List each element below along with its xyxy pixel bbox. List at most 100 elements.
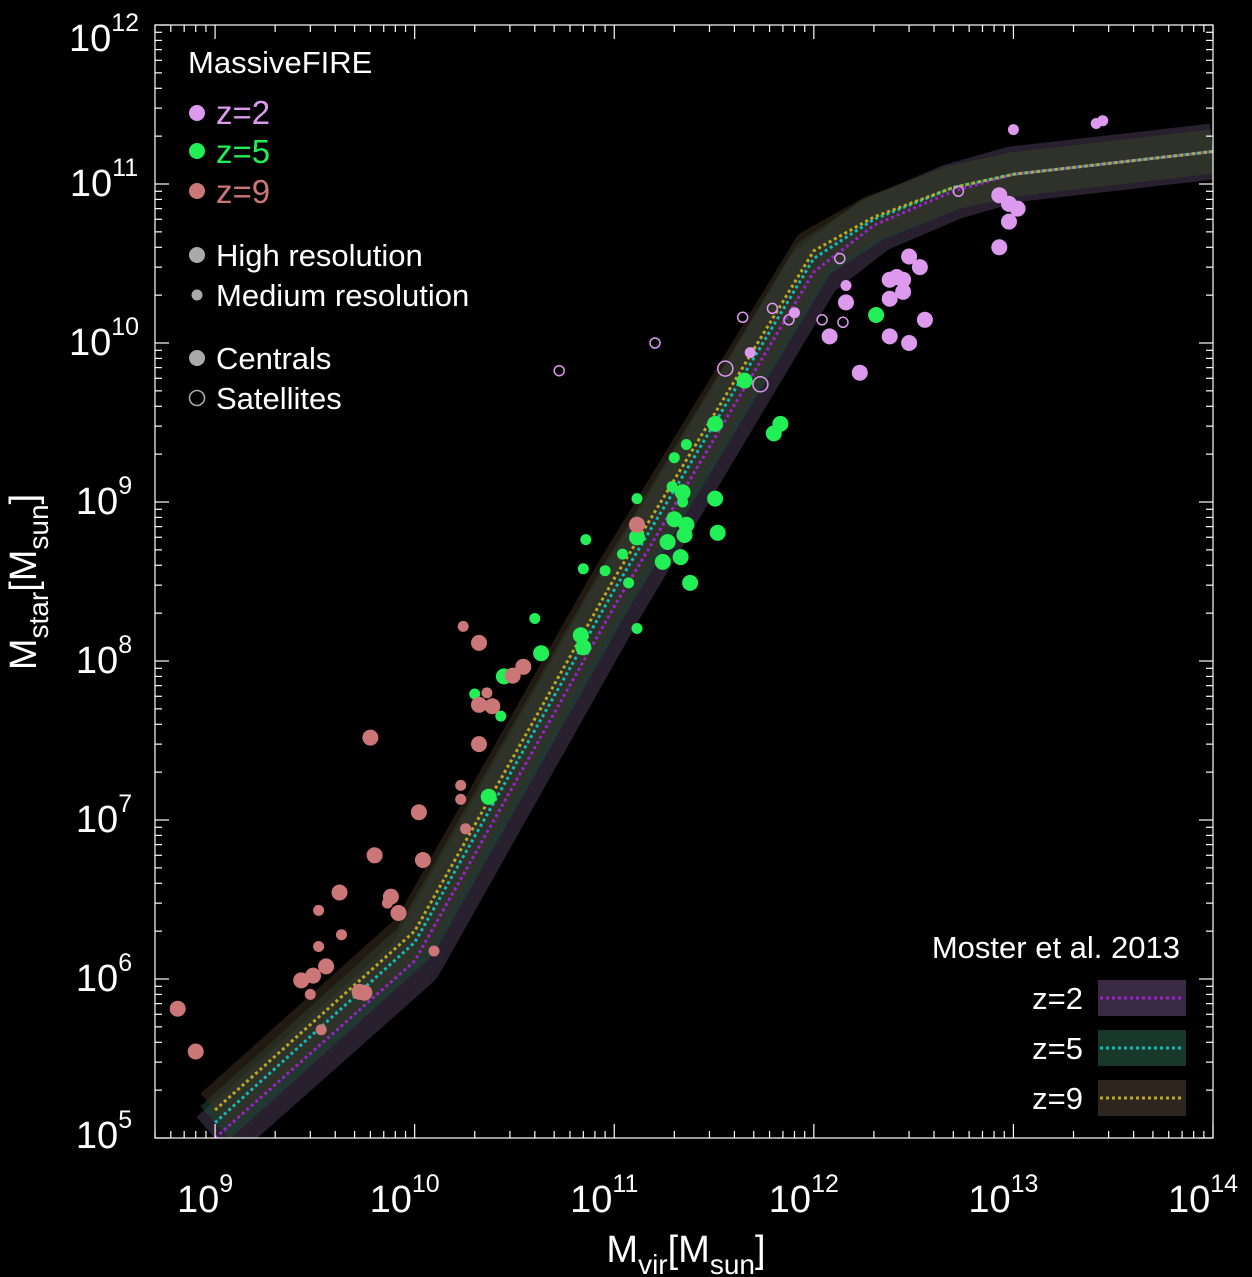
data-point-z9 (381, 897, 393, 909)
legend-z5-marker (189, 143, 205, 159)
relation-line-z5 (214, 150, 1213, 1124)
x-tick-label-exp: 12 (811, 1170, 839, 1198)
data-point-z5 (765, 425, 782, 442)
data-point-z2 (901, 248, 918, 265)
y-tick-label-exp: 7 (118, 790, 132, 818)
legend-moster: Moster et al. 2013 z=2 z=5 z=9 (932, 930, 1186, 1116)
data-point-z5 (668, 452, 680, 464)
data-point-z9 (484, 698, 501, 715)
y-tick-label-base: 10 (76, 640, 118, 682)
data-point-z5 (659, 534, 676, 550)
data-point-z5 (707, 490, 724, 507)
x-axis-label-sub2: sun (710, 1249, 755, 1277)
legend-satellites-marker (188, 389, 206, 407)
x-tick-label-exp: 11 (612, 1170, 638, 1198)
x-tick-label-exp: 13 (1011, 1170, 1039, 1198)
data-point-z2 (834, 252, 846, 265)
y-tick-label-exp: 10 (111, 313, 139, 341)
data-point-z2 (881, 290, 898, 307)
x-tick-label-exp: 14 (1210, 1170, 1238, 1198)
data-point-z2 (895, 283, 912, 300)
data-point-z9 (471, 634, 487, 651)
data-point-z9 (471, 696, 487, 713)
y-tick-label: 1010 (69, 313, 139, 364)
y-tick-label-exp: 6 (118, 949, 132, 977)
data-point-z5 (682, 574, 699, 591)
y-tick-label: 107 (76, 790, 132, 841)
data-point-z2 (744, 347, 756, 359)
legend-medium-res-label: Medium resolution (216, 278, 469, 313)
data-point-z5 (709, 524, 726, 541)
data-point-z2 (816, 314, 828, 326)
legend-massivefire: MassiveFIRE z=2 z=5 z=9 High resolution … (188, 45, 469, 416)
data-point-z5 (495, 710, 507, 722)
y-tick-label-exp: 8 (118, 631, 132, 659)
axis-ticks (154, 24, 1214, 1139)
data-point-z2 (838, 294, 854, 311)
y-tick-label: 105 (76, 1106, 132, 1157)
data-point-z5 (736, 372, 753, 389)
data-point-z9 (414, 852, 431, 868)
x-axis-label-sub: vir (638, 1249, 668, 1277)
data-point-z9 (356, 984, 373, 1001)
data-point-z2 (1009, 200, 1026, 217)
data-point-z9 (457, 620, 469, 632)
data-point-z2 (649, 337, 661, 349)
data-point-z5 (623, 577, 635, 589)
data-point-z2 (911, 259, 928, 276)
x-tick-label-base: 10 (1168, 1179, 1210, 1221)
y-tick-label: 106 (76, 949, 132, 1000)
data-point-z9 (313, 941, 325, 952)
data-point-z2 (1001, 213, 1017, 230)
data-point-z5 (676, 527, 693, 543)
x-tick-label: 1011 (570, 1170, 638, 1221)
data-point-z2 (1007, 124, 1019, 136)
relation-lines (214, 150, 1213, 1138)
data-point-z5 (707, 415, 724, 432)
data-point-z5 (674, 484, 691, 501)
x-tick-label-base: 10 (769, 1179, 811, 1221)
data-point-z2 (881, 328, 898, 345)
x-tick-label: 109 (177, 1170, 233, 1221)
legend-z2-label: z=2 (216, 94, 270, 131)
legend-z5-label: z=5 (216, 133, 270, 170)
data-point-z9 (366, 847, 383, 864)
data-point-z5 (575, 639, 592, 656)
data-point-z9 (331, 884, 348, 901)
data-point-z9 (336, 929, 347, 941)
legend-moster-z9-label: z=9 (1032, 1081, 1083, 1116)
data-point-z2 (837, 316, 849, 329)
legend-z2-marker (189, 105, 205, 121)
legend-title: MassiveFIRE (188, 45, 372, 80)
data-point-z2 (766, 302, 779, 315)
data-point-z9 (187, 1043, 204, 1060)
data-point-z5 (672, 549, 689, 566)
data-point-z9 (629, 516, 645, 533)
data-point-z5 (469, 688, 481, 700)
legend-centrals-marker (189, 350, 205, 366)
data-point-z5 (533, 645, 550, 662)
legend-satellites-label: Satellites (216, 381, 342, 416)
x-axis-label-main: M (606, 1229, 638, 1271)
data-point-z5 (577, 563, 589, 575)
x-tick-label-base: 10 (570, 1179, 612, 1221)
legend-moster-z2-label: z=2 (1032, 981, 1083, 1016)
y-axis-label-main: M (3, 638, 45, 670)
data-point-z5 (666, 511, 683, 528)
data-point-z2 (1097, 115, 1109, 127)
data-point-z9 (313, 904, 325, 916)
x-tick-label-base: 10 (968, 1179, 1010, 1221)
y-tick-label-base: 10 (76, 799, 118, 841)
y-tick-label: 1011 (70, 154, 138, 205)
data-point-z2 (851, 364, 868, 381)
data-point-z2 (916, 311, 933, 328)
y-tick-label-base: 10 (69, 18, 111, 60)
data-point-z9 (318, 958, 335, 975)
data-point-z2 (752, 376, 769, 393)
y-tick-label: 1012 (69, 9, 139, 60)
data-point-z2 (783, 314, 795, 326)
data-point-z9 (362, 729, 379, 746)
x-axis-label-rest: [M (668, 1229, 710, 1271)
data-point-z2 (821, 328, 838, 345)
